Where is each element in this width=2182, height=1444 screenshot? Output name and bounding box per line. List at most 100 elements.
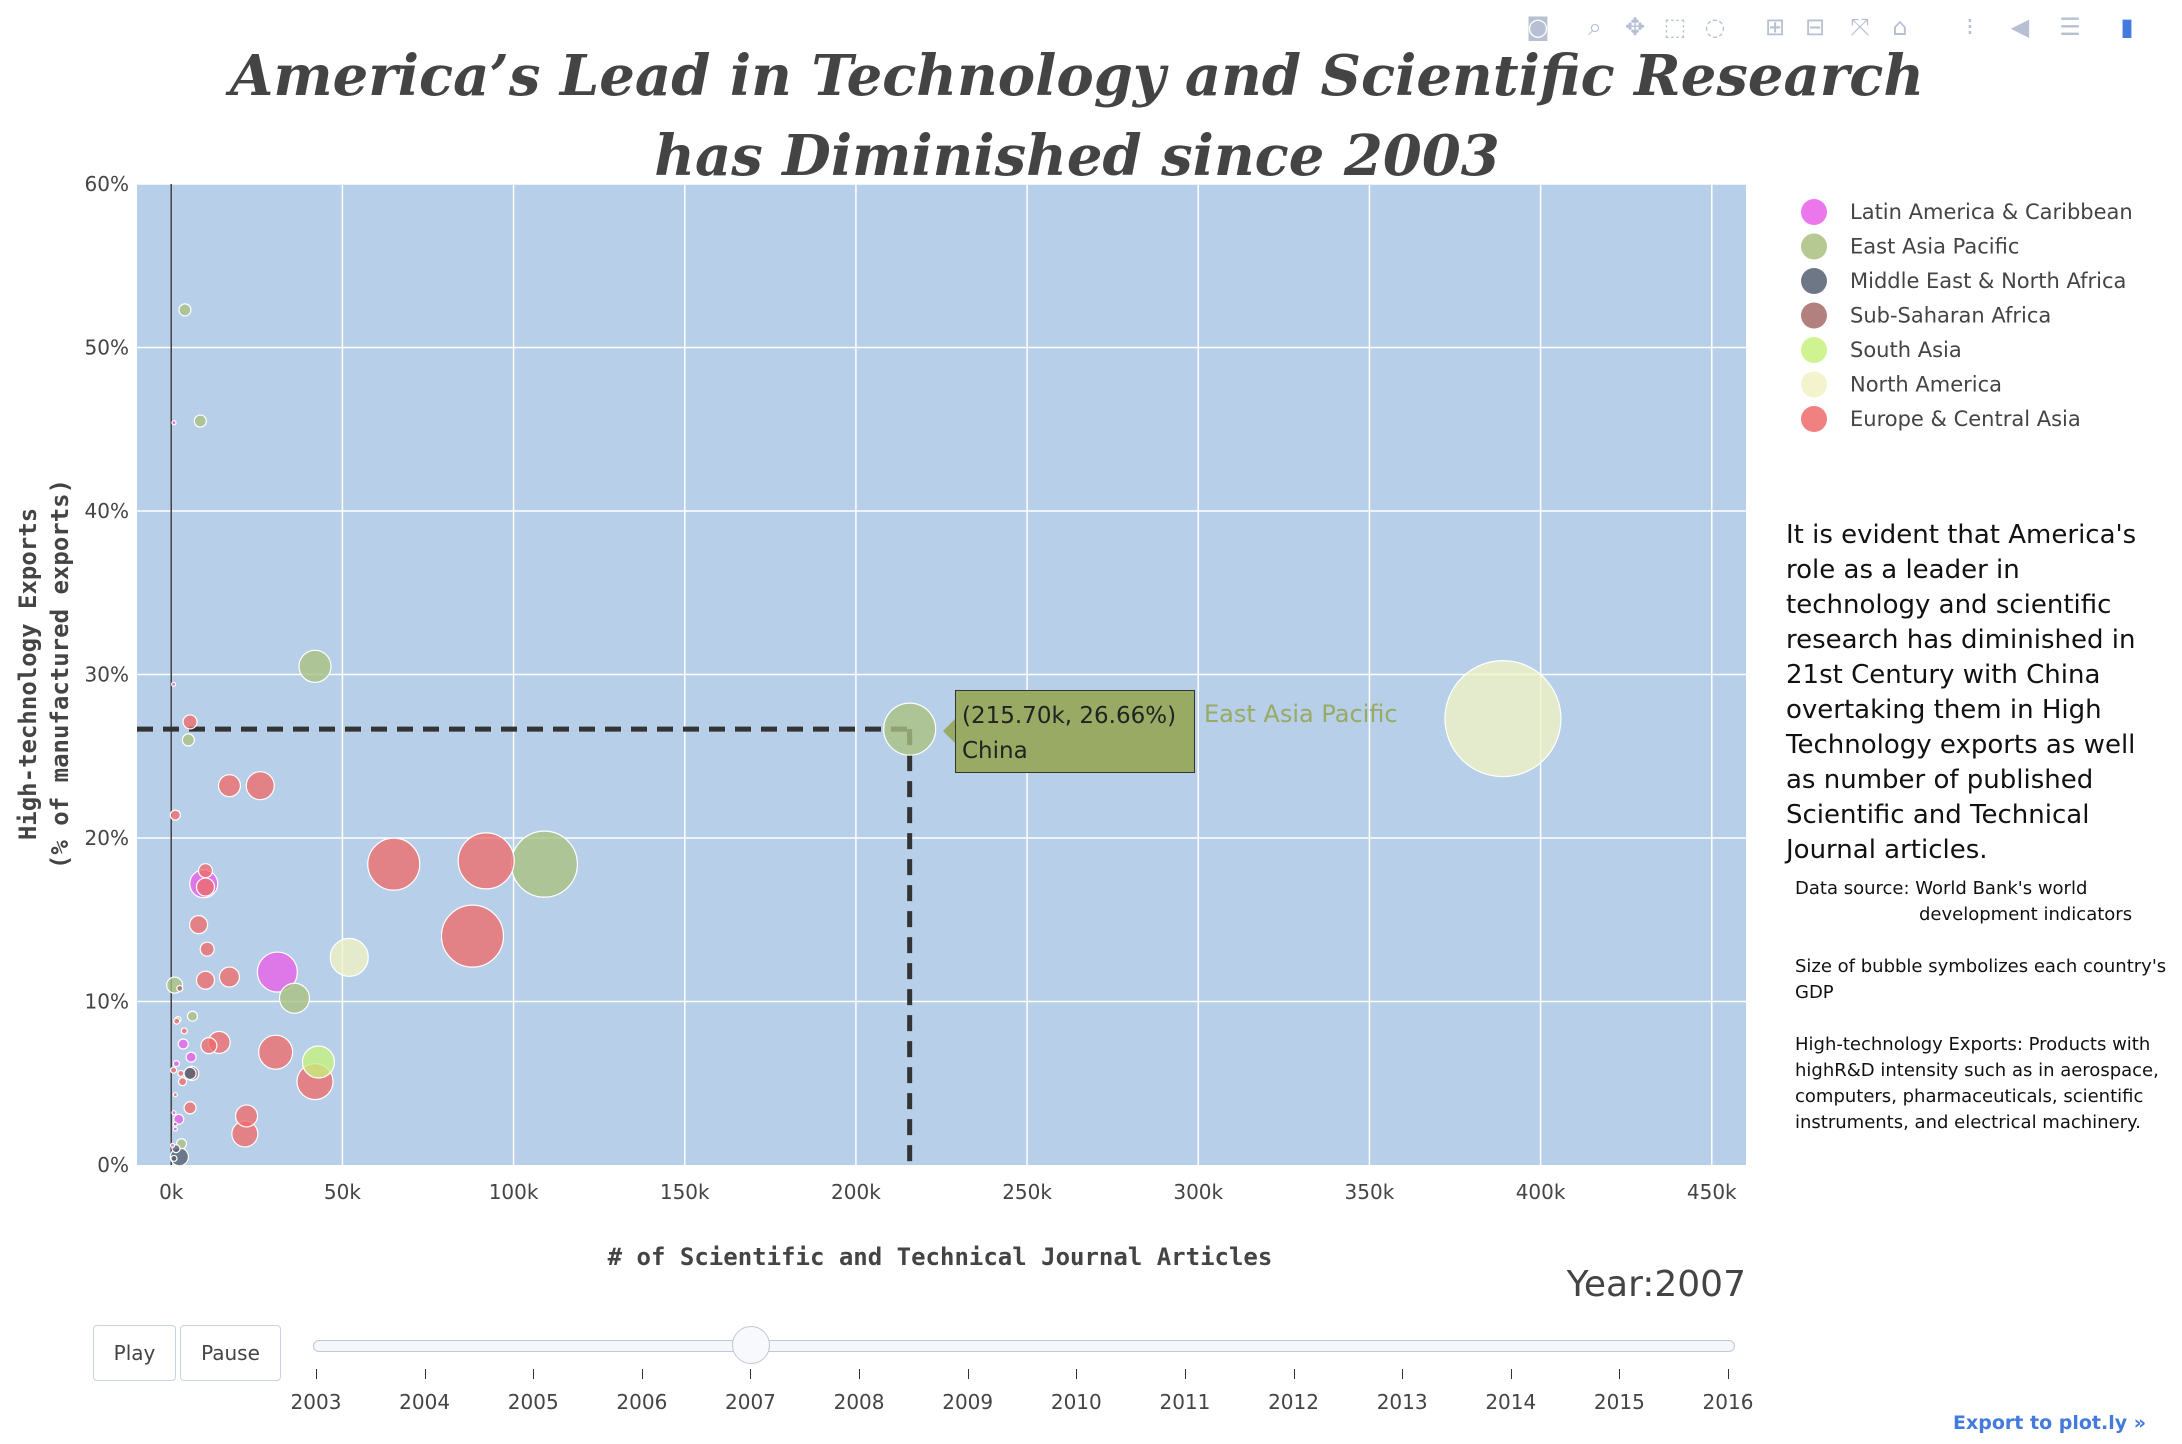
current-year-label: Year:2007 — [1566, 1264, 1746, 1305]
bubble-point[interactable] — [172, 1060, 180, 1068]
bubble-point[interactable] — [177, 1077, 188, 1087]
bubble-point[interactable] — [195, 970, 216, 990]
bubble-point[interactable] — [178, 303, 192, 317]
reset-axes-icon[interactable]: ⌂ — [1892, 13, 1908, 41]
bubble-point[interactable] — [510, 830, 578, 898]
legend-marker[interactable] — [1801, 233, 1827, 260]
slider-tick — [316, 1369, 317, 1379]
bubble-point[interactable] — [217, 774, 242, 798]
bubble-point[interactable] — [177, 1069, 185, 1078]
slider-year-label[interactable]: 2011 — [1159, 1390, 1211, 1414]
bubble-point[interactable] — [197, 863, 214, 879]
legend[interactable]: Latin America & Caribbean East Asia Pacif… — [1801, 199, 2133, 432]
play-button[interactable]: Play — [93, 1325, 176, 1381]
box-select-icon[interactable]: ⬚ — [1663, 13, 1687, 41]
bubble-point[interactable] — [172, 1121, 178, 1127]
legend-label[interactable]: Middle East & North Africa — [1850, 269, 2126, 293]
slider-year-label[interactable]: 2004 — [399, 1390, 451, 1414]
lasso-icon[interactable]: ◌ — [1704, 13, 1726, 41]
legend-marker[interactable] — [1801, 268, 1827, 294]
bubble-point[interactable] — [176, 984, 184, 993]
bubble-point[interactable] — [200, 1037, 218, 1055]
bubble-point[interactable] — [170, 1066, 178, 1074]
year-slider-track[interactable] — [313, 1340, 1735, 1352]
spike-lines-icon[interactable]: ⁝ — [1966, 13, 1974, 41]
bubble-point[interactable] — [183, 1066, 197, 1081]
bubble-point[interactable] — [169, 809, 181, 821]
bubble-point[interactable] — [183, 1101, 197, 1115]
export-to-plotly-link[interactable]: Export to plot.ly » — [1953, 1412, 2146, 1434]
slider-tick — [750, 1369, 752, 1379]
slider-year-label[interactable]: 2014 — [1485, 1390, 1537, 1414]
bubble-point[interactable] — [185, 1051, 197, 1063]
bubbles[interactable] — [166, 303, 1562, 1167]
bubble-point[interactable] — [457, 832, 515, 890]
slider-year-label[interactable]: 2006 — [616, 1390, 668, 1414]
bubble-point[interactable] — [301, 1045, 336, 1079]
slider-year-label[interactable]: 2005 — [507, 1390, 559, 1414]
year-slider-handle[interactable] — [732, 1326, 771, 1364]
autoscale-icon[interactable]: ⤧ — [1850, 13, 1870, 41]
bubble-point[interactable] — [186, 1010, 199, 1022]
x-tick-label: 450k — [1687, 1180, 1737, 1204]
legend-label[interactable]: North America — [1850, 373, 2002, 397]
slider-year-label[interactable]: 2008 — [833, 1390, 885, 1414]
slider-year-label[interactable]: 2010 — [1050, 1390, 1102, 1414]
bubble-point[interactable] — [367, 837, 421, 891]
legend-marker[interactable] — [1801, 337, 1827, 363]
bubble-point[interactable] — [245, 771, 275, 801]
slider-year-label[interactable]: 2016 — [1702, 1390, 1754, 1414]
zoom-icon[interactable]: ⌕ — [1588, 13, 1602, 41]
camera-icon[interactable]: ◙ — [1526, 13, 1550, 41]
bubble-point[interactable] — [440, 904, 505, 968]
bubble-point[interactable] — [170, 1154, 178, 1163]
slider-year-label[interactable]: 2013 — [1376, 1390, 1428, 1414]
bubble-point[interactable] — [189, 915, 209, 935]
bubble-point[interactable] — [234, 1104, 259, 1128]
bubble-point[interactable] — [1444, 660, 1562, 778]
bubble-point[interactable] — [193, 414, 207, 428]
slider-tick — [424, 1369, 426, 1379]
bubble-point[interactable] — [170, 1142, 176, 1148]
slider-year-label[interactable]: 2009 — [942, 1390, 994, 1414]
bubble-point[interactable] — [171, 420, 177, 426]
bubble-point[interactable] — [177, 1038, 189, 1050]
legend-label[interactable]: Sub-Saharan Africa — [1850, 304, 2051, 328]
bubble-point[interactable] — [180, 1027, 188, 1035]
slider-year-label[interactable]: 2015 — [1593, 1390, 1645, 1414]
bubble-point[interactable] — [218, 966, 241, 988]
legend-label[interactable]: Europe & Central Asia — [1850, 407, 2081, 431]
bubble-point[interactable] — [329, 937, 369, 977]
zoom-out-icon[interactable]: ⊟ — [1804, 13, 1826, 41]
zoom-in-icon[interactable]: ⊞ — [1764, 13, 1786, 41]
slider-year-label[interactable]: 2012 — [1268, 1390, 1319, 1414]
pause-button[interactable]: Pause — [180, 1325, 281, 1381]
bubble-point[interactable] — [171, 681, 177, 687]
legend-marker[interactable] — [1801, 371, 1827, 398]
legend-marker[interactable] — [1801, 199, 1827, 225]
bubble-point[interactable] — [182, 714, 198, 730]
bubble-point[interactable] — [199, 941, 215, 957]
slider-year-label[interactable]: 2003 — [290, 1390, 342, 1414]
legend-label[interactable]: Latin America & Caribbean — [1850, 200, 2133, 224]
legend-marker[interactable] — [1801, 302, 1827, 329]
hover-closest-icon[interactable]: ◀ — [2010, 13, 2030, 41]
legend-label[interactable]: South Asia — [1850, 338, 1962, 362]
bubble-point[interactable] — [256, 951, 298, 993]
bubble-point[interactable] — [173, 1017, 181, 1025]
legend-marker[interactable] — [1801, 406, 1827, 432]
bubble-point[interactable] — [195, 877, 216, 897]
hover-compare-icon[interactable]: ☰ — [2059, 13, 2081, 41]
bubble-point[interactable] — [883, 702, 937, 756]
bubble-point[interactable] — [258, 1034, 294, 1070]
pan-icon[interactable]: ✥ — [1624, 13, 1646, 41]
bubble-point[interactable] — [181, 733, 195, 747]
bubble-point[interactable] — [172, 1126, 178, 1132]
plotly-logo-icon[interactable]: ▮ — [2120, 13, 2134, 41]
bubble-point[interactable] — [171, 1110, 177, 1116]
bubble-point[interactable] — [278, 982, 311, 1014]
bubble-point[interactable] — [298, 649, 332, 683]
bubble-point[interactable] — [172, 1092, 178, 1098]
slider-year-label[interactable]: 2007 — [725, 1390, 776, 1414]
legend-label[interactable]: East Asia Pacific — [1850, 235, 2019, 259]
